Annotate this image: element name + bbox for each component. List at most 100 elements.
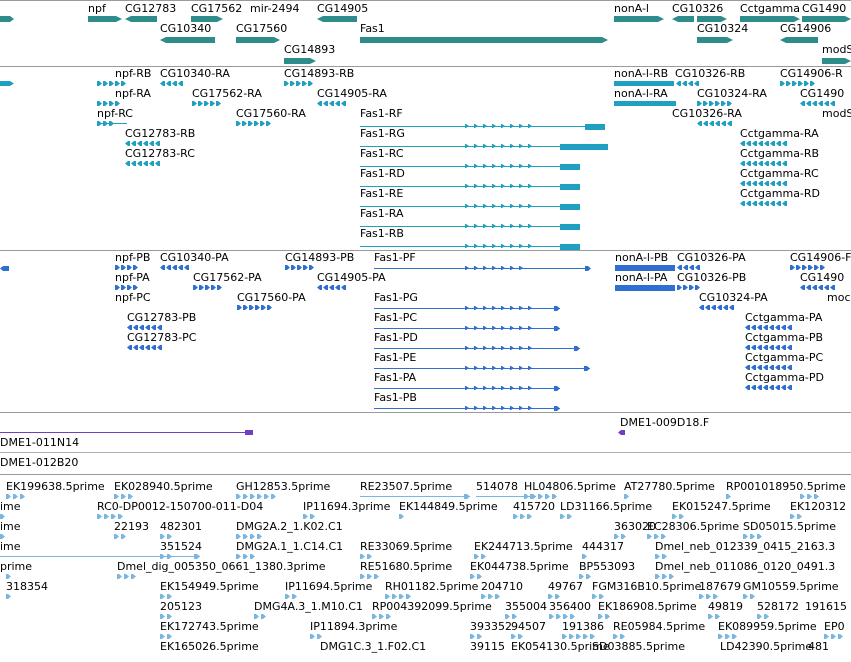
feature-glyph[interactable] — [740, 161, 745, 166]
feature-glyph[interactable] — [838, 634, 843, 639]
feature-glyph[interactable] — [709, 101, 714, 106]
feature-label[interactable]: CG14906-F — [790, 251, 851, 264]
feature-glyph[interactable] — [464, 494, 470, 499]
feature-label[interactable]: 49819 — [708, 600, 743, 613]
feature-glyph[interactable] — [711, 305, 716, 310]
feature-glyph[interactable] — [488, 594, 493, 599]
feature-glyph[interactable] — [474, 124, 478, 128]
feature-glyph[interactable] — [243, 534, 248, 539]
feature-glyph[interactable] — [763, 385, 768, 390]
feature-glyph[interactable] — [705, 305, 710, 310]
feature-glyph[interactable] — [118, 514, 123, 519]
feature-glyph[interactable] — [492, 204, 496, 208]
feature-label[interactable]: CG14905 — [317, 2, 369, 15]
feature-label[interactable]: 528172 — [757, 600, 799, 613]
feature-glyph[interactable] — [750, 594, 755, 599]
feature-glyph[interactable] — [554, 306, 560, 311]
feature-glyph[interactable] — [697, 121, 702, 126]
feature-glyph[interactable] — [103, 121, 108, 126]
feature-glyph[interactable] — [341, 285, 346, 290]
feature-glyph[interactable] — [567, 514, 572, 519]
feature-glyph[interactable] — [528, 224, 532, 228]
feature-glyph[interactable] — [184, 265, 189, 270]
feature-label[interactable]: Cctgamma-PD — [745, 371, 825, 384]
feature-glyph[interactable] — [465, 224, 469, 228]
feature-glyph[interactable] — [248, 121, 253, 126]
feature-glyph[interactable] — [167, 534, 172, 539]
feature-glyph[interactable] — [764, 181, 769, 186]
feature-glyph[interactable] — [483, 266, 487, 270]
feature-glyph[interactable] — [727, 101, 732, 106]
feature-glyph[interactable] — [519, 366, 523, 370]
feature-glyph[interactable] — [764, 201, 769, 206]
feature-glyph[interactable] — [124, 574, 129, 579]
feature-glyph[interactable] — [127, 285, 132, 290]
feature-glyph[interactable] — [317, 634, 322, 639]
feature-glyph[interactable] — [746, 161, 751, 166]
feature-label[interactable]: RP001018950.5prime — [726, 480, 846, 493]
feature-label[interactable]: npf-PA — [115, 271, 150, 284]
feature-label[interactable]: LD31166.5prime — [560, 500, 653, 513]
feature-glyph[interactable] — [672, 514, 677, 519]
feature-glyph[interactable] — [323, 285, 328, 290]
feature-glyph[interactable] — [115, 81, 120, 86]
feature-glyph[interactable] — [699, 594, 704, 599]
feature-glyph[interactable] — [137, 161, 142, 166]
feature-glyph[interactable] — [323, 101, 328, 106]
feature-glyph[interactable] — [160, 534, 165, 539]
feature-label[interactable]: CG17562-RA — [192, 87, 262, 100]
feature-glyph[interactable] — [548, 594, 553, 599]
feature-glyph[interactable] — [474, 406, 478, 410]
exon-glyph[interactable] — [560, 184, 580, 190]
feature-glyph[interactable] — [831, 634, 836, 639]
feature-glyph[interactable] — [379, 614, 384, 619]
feature-glyph[interactable] — [647, 534, 652, 539]
feature-label[interactable]: DMG2A.2_1.K02.C1 — [236, 520, 343, 533]
feature-glyph[interactable] — [267, 305, 272, 310]
feature-glyph[interactable] — [579, 574, 584, 579]
feature-glyph[interactable] — [97, 514, 102, 519]
exon-glyph[interactable] — [614, 101, 676, 106]
feature-label[interactable]: Dmel_neb_012339_0415_2163.3 — [655, 540, 836, 553]
feature-glyph[interactable] — [127, 345, 132, 350]
feature-glyph[interactable] — [465, 164, 469, 168]
feature-glyph[interactable] — [236, 37, 280, 43]
clone-end-glyph[interactable] — [245, 430, 253, 435]
feature-glyph[interactable] — [167, 594, 172, 599]
feature-label[interactable]: IP11694.3prime — [303, 500, 391, 513]
feature-glyph[interactable] — [770, 141, 775, 146]
feature-glyph[interactable] — [818, 101, 823, 106]
feature-glyph[interactable] — [715, 121, 720, 126]
feature-glyph[interactable] — [172, 265, 177, 270]
feature-glyph[interactable] — [519, 266, 523, 270]
feature-glyph[interactable] — [746, 141, 751, 146]
feature-glyph[interactable] — [109, 101, 114, 106]
feature-glyph[interactable] — [758, 201, 763, 206]
feature-glyph[interactable] — [492, 306, 496, 310]
feature-glyph[interactable] — [477, 574, 482, 579]
feature-glyph[interactable] — [510, 386, 514, 390]
feature-glyph[interactable] — [501, 164, 505, 168]
feature-glyph[interactable] — [740, 141, 745, 146]
feature-glyph[interactable] — [492, 266, 496, 270]
feature-glyph[interactable] — [249, 305, 254, 310]
feature-glyph[interactable] — [677, 265, 682, 270]
feature-glyph[interactable] — [386, 614, 391, 619]
feature-glyph[interactable] — [360, 37, 608, 43]
feature-glyph[interactable] — [752, 201, 757, 206]
feature-glyph[interactable] — [470, 634, 475, 639]
feature-glyph[interactable] — [139, 325, 144, 330]
feature-glyph[interactable] — [0, 81, 14, 86]
feature-glyph[interactable] — [824, 101, 829, 106]
feature-glyph[interactable] — [501, 406, 505, 410]
feature-glyph[interactable] — [798, 81, 803, 86]
feature-label[interactable]: AT27780.5prime — [624, 480, 715, 493]
feature-label[interactable]: Cctgamma — [740, 2, 800, 15]
feature-glyph[interactable] — [483, 224, 487, 228]
feature-glyph[interactable] — [694, 81, 699, 86]
feature-glyph[interactable] — [786, 81, 791, 86]
feature-label[interactable]: 204710 — [481, 580, 523, 593]
feature-glyph[interactable] — [264, 494, 269, 499]
feature-label[interactable]: 22193 — [114, 520, 149, 533]
feature-glyph[interactable] — [763, 325, 768, 330]
